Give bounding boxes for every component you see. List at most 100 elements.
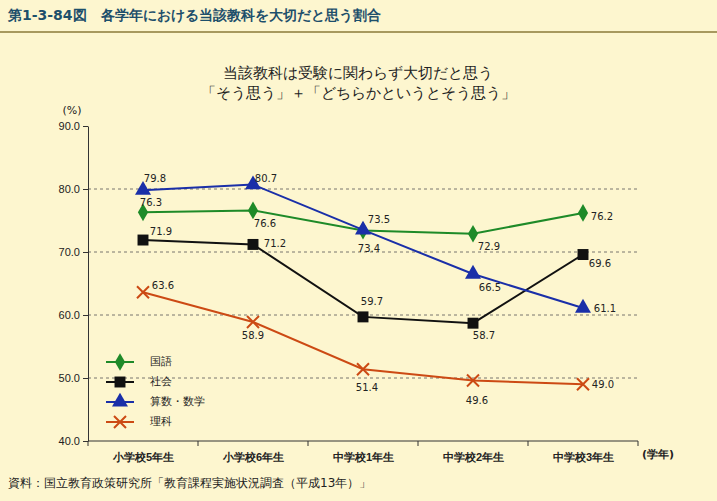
x-tick: 小学校6年生 [222, 441, 284, 463]
data-label: 76.6 [254, 218, 276, 229]
data-point [578, 204, 588, 222]
legend-label: 国語 [150, 355, 172, 368]
x-tick-label: 小学校6年生 [222, 451, 284, 463]
data-label: 63.6 [152, 280, 174, 291]
x-axis-label: (学年) [642, 448, 674, 461]
data-labels: 76.3 76.6 73.4 72.9 76.2 71.9 71.2 59.7 58.7 69.6… [140, 173, 616, 406]
data-label: 71.9 [150, 226, 172, 237]
y-axis-label: (%) [62, 104, 81, 117]
y-tick-label: 70.0 [59, 246, 80, 258]
x-tick: 中学校1年生 [333, 441, 394, 463]
title-rule [0, 31, 717, 33]
y-tick: 70.0 [59, 246, 88, 258]
data-label: 61.1 [594, 303, 616, 314]
y-tick: 90.0 [59, 120, 88, 132]
legend-entry: 国語 [106, 353, 172, 371]
chart: 第1-3-84図 各学年における当該教科を大切だと思う割合当該教科は受験に関わら… [0, 0, 717, 501]
legend-label: 理科 [150, 415, 172, 428]
data-point [248, 202, 258, 220]
legend: 国語社会算数・数学理科 [106, 353, 205, 428]
data-point [248, 239, 259, 250]
y-tick-label: 60.0 [59, 309, 80, 321]
y-tick: 80.0 [59, 183, 88, 195]
y-tick-label: 50.0 [59, 372, 80, 384]
category-separator [638, 441, 639, 446]
category-separator [198, 441, 199, 446]
y-tick-mark [83, 315, 88, 316]
data-label: 66.5 [479, 282, 501, 293]
category-separator [528, 441, 529, 446]
data-label: 49.0 [592, 379, 614, 390]
y-tick-label: 90.0 [59, 120, 80, 132]
legend-entry: 社会 [106, 375, 172, 388]
data-label: 73.4 [358, 243, 380, 254]
y-tick-mark [83, 378, 88, 379]
data-label: 71.2 [264, 238, 286, 249]
series-line [143, 292, 583, 384]
data-point [358, 311, 369, 322]
data-point [575, 299, 591, 313]
data-point [467, 375, 479, 387]
legend-marker [115, 353, 125, 371]
x-tick: 中学校3年生 [553, 441, 614, 463]
y-tick-label: 80.0 [59, 183, 80, 195]
data-label: 76.2 [591, 211, 613, 222]
series-line [143, 185, 583, 308]
y-tick-mark [83, 126, 88, 127]
legend-label: 算数・数学 [150, 395, 205, 408]
grid [88, 189, 638, 378]
data-label: 72.9 [478, 241, 500, 252]
legend-entry: 理科 [106, 415, 172, 428]
x-axis-line [88, 441, 638, 442]
legend-label: 社会 [150, 375, 172, 388]
y-tick: 40.0 [59, 435, 88, 447]
title: 第1-3-84図 各学年における当該教科を大切だと思う割合 [7, 7, 381, 24]
subtitle: 「そう思う」＋「どちらかというとそう思う」 [201, 84, 516, 102]
category-separator [418, 441, 419, 446]
category-separator [88, 441, 89, 446]
series-line [143, 210, 583, 233]
x-axis: 小学校5年生 小学校6年生 中学校1年生 中学校2年生 中学校3年生 [88, 441, 638, 463]
x-tick-label: 中学校3年生 [553, 451, 614, 463]
plot-area [135, 175, 591, 390]
legend-marker [112, 393, 128, 407]
x-tick-label: 小学校5年生 [112, 451, 174, 463]
legend-entry: 算数・数学 [106, 393, 205, 408]
x-tick-label: 中学校1年生 [333, 451, 394, 463]
legend-marker [114, 416, 126, 428]
y-axis: 40.0 50.0 60.0 70.0 80.0 90.0 [59, 120, 89, 447]
y-tick-mark [83, 441, 88, 442]
y-tick-mark [83, 252, 88, 253]
data-point [577, 378, 589, 390]
y-tick: 60.0 [59, 309, 88, 321]
data-label: 69.6 [589, 258, 611, 269]
y-axis-line [88, 127, 89, 442]
data-label: 80.7 [255, 173, 277, 184]
legend-marker [115, 377, 126, 388]
data-point [468, 225, 478, 243]
y-tick: 50.0 [59, 372, 88, 384]
x-tick: 中学校2年生 [443, 441, 504, 463]
data-label: 49.6 [466, 395, 488, 406]
y-tick-label: 40.0 [59, 435, 80, 447]
subtitle: 当該教科は受験に関わらず大切だと思う [223, 64, 493, 82]
data-point [137, 286, 149, 298]
category-separator [308, 441, 309, 446]
x-tick: 小学校5年生 [112, 441, 174, 463]
data-point [465, 265, 481, 279]
data-label: 58.9 [242, 330, 264, 341]
data-label: 58.7 [473, 330, 495, 341]
source-note: 資料：国立教育政策研究所「教育課程実施状況調査（平成13年）」 [8, 476, 371, 490]
data-point [468, 318, 479, 329]
data-label: 73.5 [368, 214, 390, 225]
data-point [357, 363, 369, 375]
data-point [578, 249, 589, 260]
data-label: 51.4 [356, 382, 378, 393]
data-label: 79.8 [144, 173, 166, 184]
data-label: 76.3 [140, 197, 162, 208]
x-tick-label: 中学校2年生 [443, 451, 504, 463]
data-point [247, 316, 259, 328]
y-tick-mark [83, 189, 88, 190]
data-label: 59.7 [361, 296, 383, 307]
data-point [138, 235, 149, 246]
